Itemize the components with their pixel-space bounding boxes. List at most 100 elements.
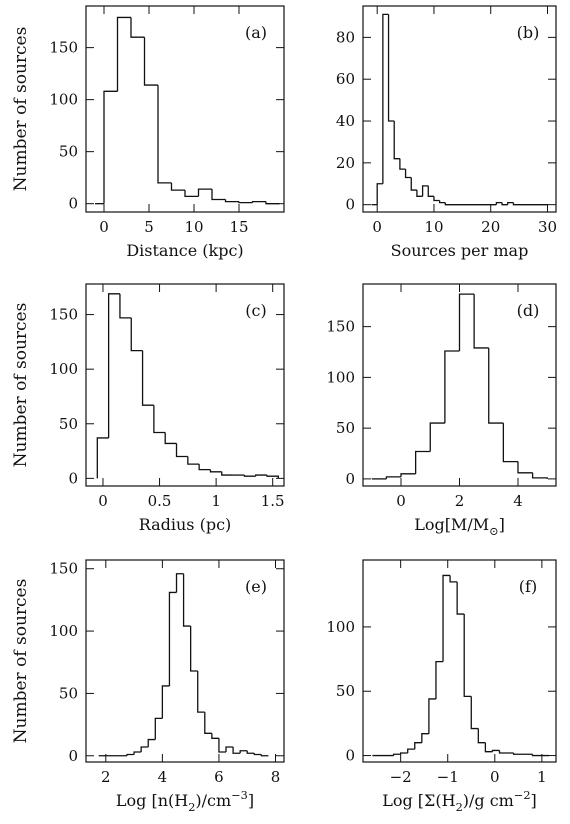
y-tick-label: 150 bbox=[326, 318, 355, 336]
histogram-bin bbox=[463, 614, 472, 698]
x-tick-label: −1 bbox=[437, 768, 459, 786]
y-tick-label: 40 bbox=[336, 112, 355, 130]
histogram-bin bbox=[385, 476, 402, 479]
panel-d: 0 2 4 0 50 100 150 (d) Log[M/M⊙​] bbox=[326, 283, 557, 538]
y-tick-label: 50 bbox=[336, 682, 355, 700]
x-tick-label: 10 bbox=[184, 218, 203, 236]
histogram-bin bbox=[260, 754, 269, 757]
x-tick-label: 8 bbox=[271, 768, 281, 786]
histogram-bin bbox=[498, 750, 514, 754]
y-tick-label: 0 bbox=[345, 470, 355, 488]
panel-label: (f) bbox=[519, 577, 537, 596]
panel-label: (a) bbox=[245, 23, 267, 42]
histogram-bin bbox=[255, 474, 268, 477]
panel-label: (d) bbox=[517, 301, 540, 320]
histogram-bin bbox=[221, 471, 234, 476]
histogram-bin bbox=[449, 575, 458, 583]
histogram-bin bbox=[404, 169, 412, 179]
histogram-bin bbox=[531, 754, 549, 757]
panel-label: (c) bbox=[245, 301, 266, 320]
x-axis-label: Log[M/M⊙​] bbox=[414, 515, 505, 538]
x-tick-label: 10 bbox=[424, 218, 443, 236]
y-tick-label: 80 bbox=[336, 28, 355, 46]
histogram-bin bbox=[204, 712, 212, 734]
histogram-bin bbox=[531, 472, 548, 479]
histogram-bin bbox=[495, 201, 503, 205]
panel-b: 0 10 20 30 0 20 40 60 80 (b) Sources per map bbox=[336, 5, 557, 260]
plot-frame bbox=[362, 5, 557, 213]
histogram-bin bbox=[238, 201, 253, 204]
x-tick-label: 4 bbox=[513, 492, 523, 510]
histogram-bin bbox=[96, 437, 109, 479]
histogram-bin bbox=[198, 464, 211, 471]
histogram-bin bbox=[376, 183, 383, 205]
histogram-bin bbox=[427, 185, 434, 197]
panel-label: (e) bbox=[245, 577, 267, 596]
x-axis-label: Log [n(H2​)/cm−3​] bbox=[116, 789, 254, 814]
histogram-bin bbox=[456, 581, 465, 615]
histogram-bin bbox=[429, 422, 445, 452]
y-tick-label: 100 bbox=[49, 622, 78, 640]
x-tick-label: 0 bbox=[98, 492, 108, 510]
histogram-bin bbox=[435, 660, 444, 699]
histogram-bin bbox=[116, 16, 131, 92]
panel-label: (b) bbox=[517, 23, 540, 42]
histogram-bin bbox=[400, 473, 416, 477]
x-tick-label: 0.5 bbox=[148, 492, 172, 510]
histogram-bin bbox=[488, 347, 504, 424]
histogram-bin bbox=[382, 13, 389, 184]
y-tick-label: 50 bbox=[59, 143, 78, 161]
x-tick-label: 15 bbox=[229, 218, 248, 236]
x-axis-label: Log [Σ(H2​)/g cm−2​] bbox=[382, 789, 537, 814]
y-tick-label: 20 bbox=[336, 154, 355, 172]
y-tick-label: 150 bbox=[49, 39, 78, 57]
histogram-bin bbox=[209, 469, 222, 473]
histogram-bin bbox=[153, 405, 166, 434]
y-tick-label: 60 bbox=[336, 70, 355, 88]
histogram-bin bbox=[161, 685, 170, 719]
y-tick-label: 100 bbox=[326, 368, 355, 386]
histogram-bin bbox=[438, 200, 446, 204]
x-tick-label: 1.5 bbox=[261, 492, 285, 510]
histogram-bin bbox=[140, 746, 149, 753]
y-tick-label: 50 bbox=[336, 419, 355, 437]
x-tick-label: 6 bbox=[214, 768, 224, 786]
plot-frame bbox=[85, 5, 285, 213]
panel-c: 0 0.5 1 1.5 0 50 100 150 (c) Radius (pc) Number of… bbox=[11, 283, 285, 534]
histogram-bin bbox=[414, 742, 422, 750]
x-tick-label: 0 bbox=[396, 492, 406, 510]
histogram-bin bbox=[416, 190, 423, 197]
x-tick-label: 1 bbox=[537, 768, 547, 786]
plot-frame bbox=[362, 559, 557, 763]
histogram-bin bbox=[225, 746, 234, 753]
histogram-bin bbox=[392, 753, 401, 756]
y-tick-label: 0 bbox=[68, 195, 78, 213]
histogram-bin bbox=[458, 293, 475, 351]
histogram-bin bbox=[147, 738, 156, 748]
histogram-bin bbox=[421, 185, 429, 197]
x-tick-label: 1 bbox=[211, 492, 221, 510]
panel-f: −2 −1 0 1 0 50 100 (f) Log [Σ(H2​)/g cm−2​] bbox=[326, 559, 557, 814]
histogram-bin bbox=[175, 573, 184, 593]
x-tick-label: −2 bbox=[390, 768, 412, 786]
x-tick-label: 0 bbox=[372, 218, 382, 236]
histogram-bin bbox=[224, 199, 239, 203]
histogram-bin bbox=[187, 456, 200, 465]
histogram-bin bbox=[433, 196, 440, 202]
plot-frame bbox=[85, 283, 285, 487]
y-tick-label: 0 bbox=[68, 469, 78, 487]
histogram-bin bbox=[251, 200, 266, 203]
histogram-bin bbox=[218, 738, 227, 753]
y-tick-label: 0 bbox=[68, 747, 78, 765]
histogram-bin bbox=[175, 443, 188, 458]
histogram-bin bbox=[164, 432, 177, 445]
histogram-bin bbox=[130, 17, 145, 38]
histogram-bin bbox=[501, 202, 508, 206]
histogram-bin bbox=[103, 90, 118, 204]
histogram-bin bbox=[393, 121, 400, 160]
histogram-bin bbox=[246, 750, 255, 754]
histogram-bin bbox=[107, 293, 120, 438]
x-tick-label: 5 bbox=[144, 218, 154, 236]
histogram-bin bbox=[512, 202, 548, 206]
